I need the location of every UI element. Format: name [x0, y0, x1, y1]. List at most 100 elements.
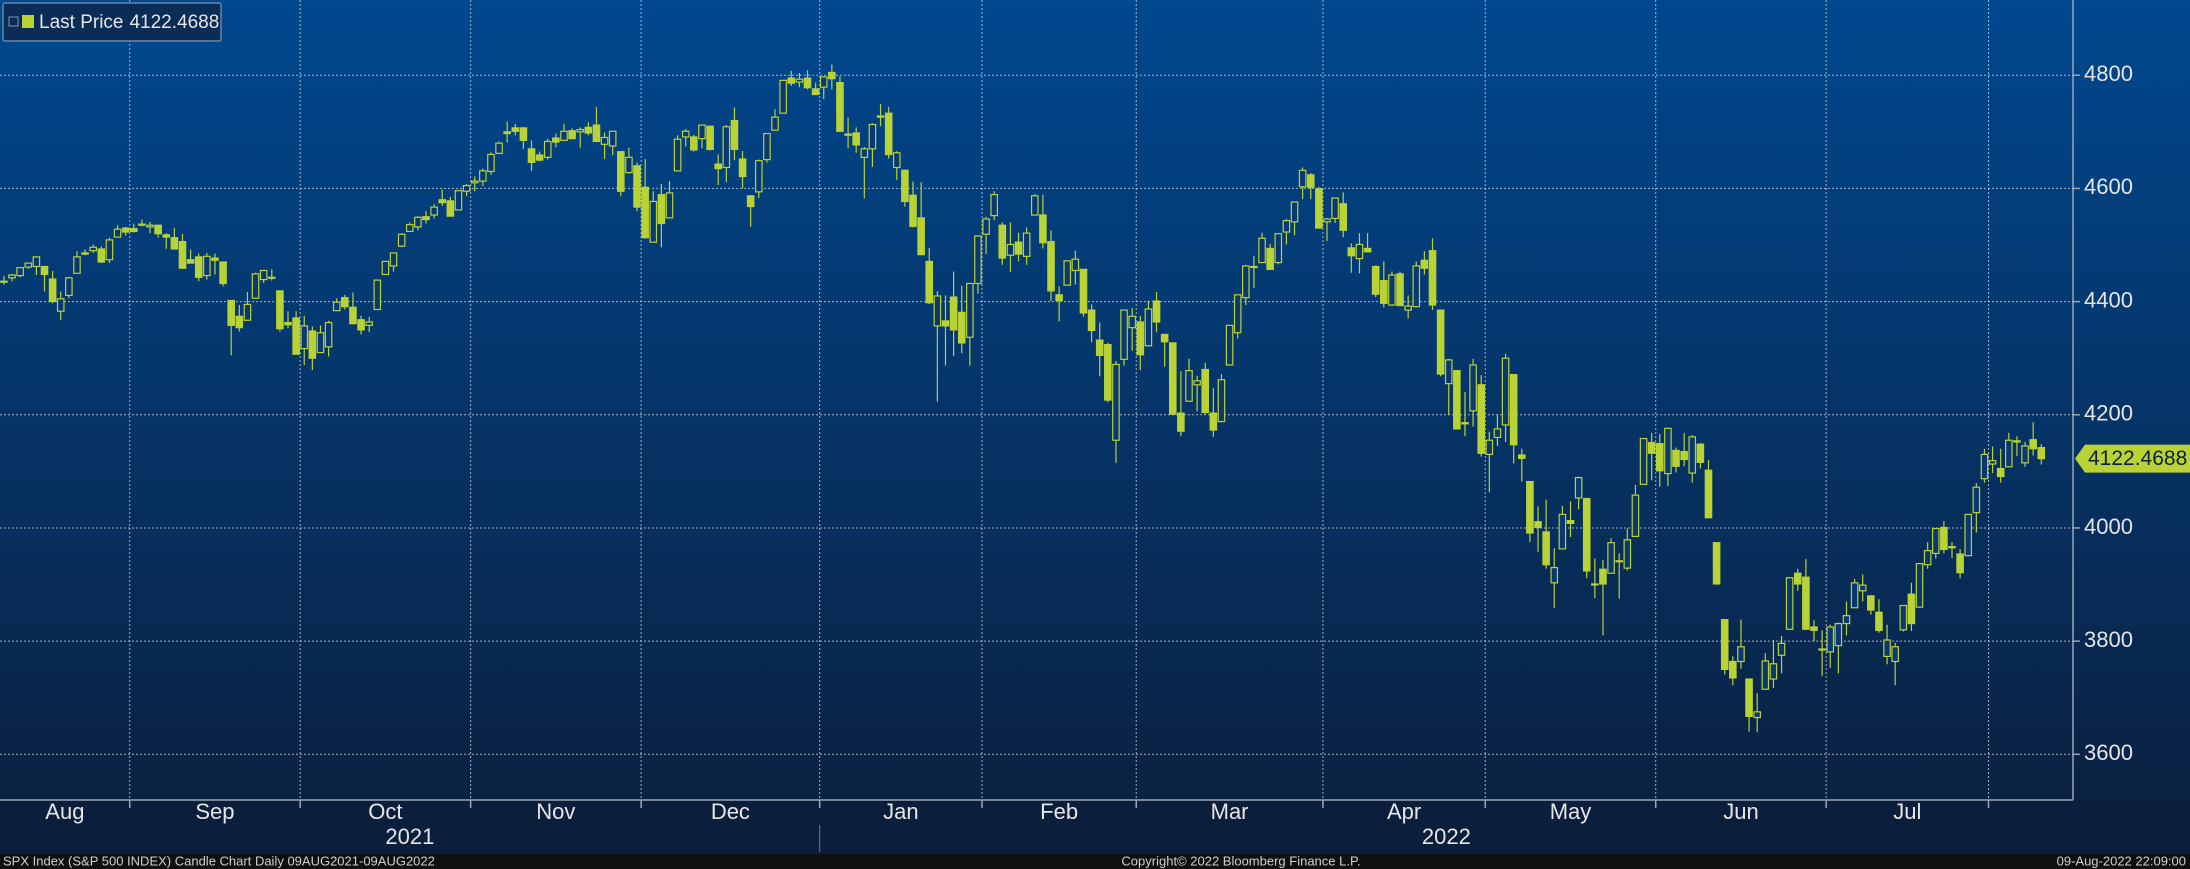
- candle-body: [397, 233, 406, 247]
- candle-body: [1355, 243, 1364, 260]
- candle-body: [1152, 300, 1161, 323]
- candle-body: [1071, 258, 1080, 272]
- candle-body: [470, 180, 479, 184]
- candle-body: [608, 130, 617, 147]
- candle-body: [324, 321, 333, 348]
- candle-body: [592, 124, 601, 143]
- x-tick-label: May: [1550, 799, 1592, 824]
- candle-body: [795, 78, 804, 83]
- candle-body: [373, 279, 382, 311]
- candle-body: [1233, 294, 1242, 334]
- candle-body: [941, 320, 950, 327]
- candle-body: [259, 269, 268, 281]
- candle-body: [819, 76, 828, 88]
- candle-body: [284, 321, 292, 326]
- candle-body: [1193, 380, 1201, 386]
- candle-body: [1444, 359, 1453, 385]
- footer-copyright: Copyright© 2022 Bloomberg Finance L.P.: [1121, 853, 1360, 868]
- candle-body: [446, 200, 455, 217]
- candle-body: [300, 325, 309, 350]
- candle-body: [974, 235, 982, 285]
- candle-body: [901, 169, 909, 203]
- candle-body: [1883, 639, 1891, 658]
- candle-body: [462, 185, 471, 192]
- candle-body: [503, 131, 511, 135]
- y-tick-label: 4200: [2084, 401, 2133, 426]
- candle-body: [1737, 646, 1745, 663]
- candle-body: [1323, 218, 1331, 223]
- candle-body: [1729, 660, 1737, 679]
- candle-body: [65, 277, 73, 296]
- candle-body: [1818, 648, 1826, 651]
- x-tick-label: Jul: [1893, 799, 1921, 824]
- candle-body: [1761, 660, 1770, 690]
- candle-body: [1177, 412, 1185, 432]
- candle-body: [1948, 546, 1956, 549]
- candle-body: [552, 137, 560, 143]
- candle-body: [722, 126, 731, 169]
- candle-body: [1542, 531, 1550, 566]
- candle-body: [203, 255, 211, 277]
- candle-body: [1988, 460, 1997, 465]
- candle-body: [1834, 622, 1843, 647]
- last-price-badge: [2075, 444, 2190, 473]
- candle-body: [1290, 201, 1299, 223]
- candle-body: [1347, 247, 1356, 257]
- grid: [0, 0, 2080, 852]
- candle-body: [81, 252, 89, 255]
- candle-body: [1696, 443, 1705, 463]
- candle-body: [1079, 268, 1088, 314]
- candle-body: [787, 77, 796, 84]
- candle-body: [1380, 280, 1388, 304]
- candle-body: [1453, 370, 1461, 430]
- candle-body: [8, 274, 16, 279]
- x-tick-label: Nov: [536, 799, 575, 824]
- candle-body: [892, 152, 901, 169]
- candle-body: [219, 261, 227, 285]
- candle-body: [1258, 237, 1266, 264]
- candle-body: [1850, 582, 1859, 609]
- x-tick-label: Jan: [883, 799, 918, 824]
- candle-body: [617, 151, 625, 192]
- candle-body: [1185, 370, 1193, 402]
- candle-body: [454, 190, 463, 211]
- candle-body: [1769, 663, 1778, 680]
- candle-body: [1420, 259, 1429, 269]
- candle-body: [1047, 241, 1055, 292]
- candle-body: [698, 124, 706, 140]
- candle-body: [681, 130, 690, 138]
- candle-body: [1160, 333, 1169, 343]
- candle-body: [1720, 619, 1729, 671]
- candle-body: [162, 234, 171, 238]
- footer-description: SPX Index (S&P 500 INDEX) Candle Chart D…: [3, 853, 435, 868]
- candle-body: [746, 195, 755, 208]
- candle-body: [332, 301, 341, 312]
- candle-body: [852, 132, 861, 146]
- candle-body: [1436, 309, 1445, 375]
- candle-body: [690, 136, 698, 151]
- candle-body: [1980, 453, 1989, 480]
- candle-body: [657, 194, 666, 225]
- last-price-label: 4122.4688: [2088, 447, 2187, 470]
- legend-value: 4122.4688: [129, 12, 219, 33]
- candle-body: [884, 112, 893, 156]
- candle-body: [625, 156, 633, 174]
- candle-body: [1550, 566, 1559, 584]
- candle-body: [1517, 454, 1526, 459]
- candle-body: [1526, 480, 1534, 534]
- candle-body: [1647, 441, 1656, 454]
- candle-body: [917, 217, 925, 256]
- candle-body: [1566, 519, 1575, 525]
- candle-body: [1745, 678, 1753, 717]
- candle-body: [836, 82, 844, 132]
- candle-body: [1331, 197, 1339, 220]
- y-tick-label: 4000: [2084, 514, 2133, 539]
- candle-body: [1242, 265, 1250, 299]
- candle-body: [811, 88, 820, 96]
- candle-body: [1022, 232, 1031, 257]
- year-label: 2022: [1422, 824, 1471, 849]
- candle-body: [227, 299, 235, 326]
- candle-body: [673, 138, 682, 172]
- legend-icon: [8, 16, 19, 27]
- x-axis-band: [0, 800, 2190, 854]
